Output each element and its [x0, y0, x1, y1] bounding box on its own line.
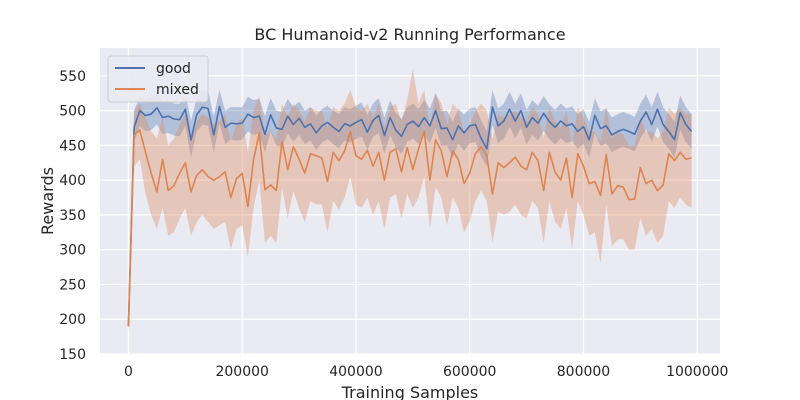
legend-label-good: good	[156, 61, 191, 77]
series-line-mixed	[127, 129, 692, 327]
band-mixed	[128, 68, 692, 334]
confidence-bands	[128, 68, 692, 334]
legend-label-mixed: mixed	[156, 82, 199, 98]
y-tick-label: 350	[59, 208, 86, 224]
grid-lines	[100, 48, 720, 355]
legend: good mixed	[107, 55, 209, 103]
y-tick-label: 200	[59, 312, 86, 328]
x-tick-label: 1000000	[666, 364, 728, 380]
series-lines	[127, 105, 693, 327]
y-tick-label: 150	[59, 347, 86, 363]
x-axis-label: Training Samples	[341, 383, 479, 400]
y-tick-label: 450	[59, 138, 86, 154]
series-line-good	[127, 105, 693, 327]
x-tick-label: 400000	[329, 364, 382, 380]
y-axis-ticks: 150 200 250 300 350 400 450 500 550	[59, 69, 86, 363]
y-tick-label: 300	[59, 243, 86, 259]
y-tick-label: 400	[59, 173, 86, 189]
band-good	[128, 89, 692, 330]
x-axis-ticks: 0 200000 400000 600000 800000 1000000	[124, 364, 728, 380]
x-tick-label: 800000	[557, 364, 610, 380]
x-tick-label: 600000	[443, 364, 496, 380]
chart-title: BC Humanoid-v2 Running Performance	[254, 25, 565, 44]
x-tick-label: 0	[124, 364, 133, 380]
y-tick-label: 500	[59, 104, 86, 120]
y-tick-label: 250	[59, 277, 86, 293]
x-tick-label: 200000	[215, 364, 268, 380]
y-axis-label: Rewards	[38, 167, 57, 235]
y-tick-label: 550	[59, 69, 86, 85]
